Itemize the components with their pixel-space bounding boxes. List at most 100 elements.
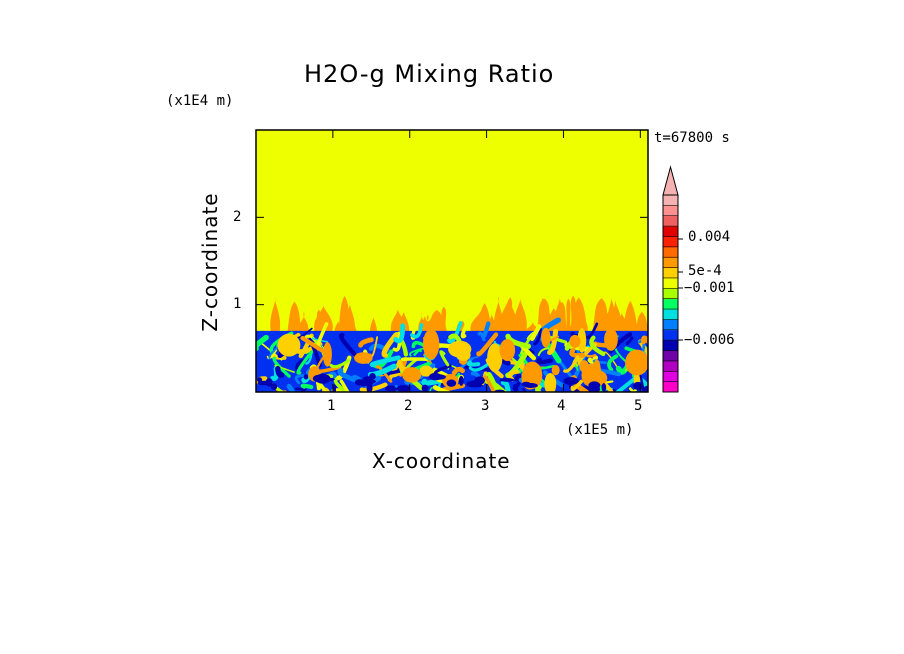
surface-patch — [513, 387, 519, 392]
filament — [563, 355, 580, 373]
x-tick-label: 4 — [557, 398, 566, 414]
filament — [625, 336, 634, 346]
filament — [522, 388, 527, 392]
colorbar-swatch — [663, 246, 678, 258]
filament — [272, 356, 291, 378]
filament — [315, 381, 328, 392]
plume — [623, 300, 638, 333]
colorbar-swatch — [663, 340, 678, 352]
surface-patch — [294, 387, 304, 391]
filament — [533, 327, 542, 346]
filament — [570, 379, 584, 392]
colorbar-swatch — [663, 195, 678, 206]
filament — [332, 383, 338, 392]
x-tick-label: 5 — [634, 398, 643, 414]
colorbar-swatch — [663, 309, 678, 320]
filament — [296, 350, 314, 375]
filament — [535, 384, 543, 392]
surface-patch — [396, 385, 411, 392]
plume — [369, 317, 378, 333]
colorbar-extend-arrow — [662, 165, 679, 196]
filament — [397, 359, 408, 372]
colorbar-tick-label: 5e-4 — [688, 263, 722, 279]
filament — [375, 365, 393, 383]
filament — [468, 361, 491, 372]
blob — [354, 352, 373, 364]
colorbar-swatch — [663, 329, 678, 341]
surface-patch — [588, 381, 601, 390]
surface-patch — [458, 375, 464, 386]
x-tick-label: 2 — [404, 398, 413, 414]
surface-patch — [563, 377, 579, 385]
filament — [369, 355, 401, 368]
plume — [427, 309, 446, 333]
plume — [556, 301, 568, 333]
blob — [322, 342, 332, 367]
filament — [483, 375, 496, 392]
colorbar-swatch — [663, 215, 678, 227]
filament — [530, 324, 542, 341]
plume — [493, 296, 503, 333]
y-scale-label: (x1E4 m) — [166, 93, 234, 109]
colorbar-tick-label: 0.004 — [688, 229, 731, 245]
filament — [339, 379, 350, 392]
filament — [604, 351, 619, 370]
filament — [329, 358, 351, 369]
filament — [589, 335, 606, 357]
filament — [569, 347, 586, 358]
colorbar-swatch — [663, 381, 678, 393]
blob — [448, 340, 472, 358]
plot-frame — [255, 129, 649, 393]
colorbar-swatch — [663, 360, 678, 372]
plume — [634, 311, 648, 333]
surface-patch — [633, 381, 644, 391]
filament — [460, 308, 476, 339]
surface-patch — [354, 379, 366, 386]
time-label: t=67800 s — [654, 130, 730, 146]
colorbar — [662, 165, 683, 393]
filament — [311, 337, 328, 343]
filament — [358, 337, 374, 348]
filament — [439, 350, 450, 367]
plume — [515, 311, 522, 333]
x-axis-title: X-coordinate — [372, 449, 511, 473]
blob — [579, 360, 589, 373]
surface-patch — [265, 378, 273, 387]
blob — [422, 328, 440, 360]
y-tick-label: 1 — [233, 296, 242, 312]
plume — [565, 298, 572, 333]
surface-patch — [369, 372, 376, 380]
surface-patch — [315, 373, 331, 384]
y-tick-label: 2 — [233, 209, 242, 225]
filament — [451, 366, 465, 376]
plume — [287, 301, 302, 333]
filament — [507, 369, 520, 382]
filament — [466, 360, 481, 367]
filament — [300, 387, 307, 392]
x-tick-label: 3 — [481, 398, 490, 414]
filament — [275, 365, 285, 378]
blob — [569, 334, 581, 348]
axis-ticks — [256, 130, 648, 392]
x-scale-label: (x1E5 m) — [566, 422, 634, 438]
filament — [537, 347, 550, 357]
field-layer — [256, 295, 648, 392]
filament — [294, 374, 307, 385]
plume — [597, 307, 608, 333]
filament — [447, 321, 463, 344]
surface-patch — [601, 383, 607, 392]
filament — [432, 385, 452, 392]
blob — [419, 365, 434, 377]
filament — [585, 353, 597, 358]
colorbar-tick-label: −0.001 — [684, 280, 735, 296]
surface-patch — [384, 387, 399, 392]
surface-patch — [270, 383, 278, 390]
filament — [410, 323, 424, 339]
blob — [625, 349, 648, 376]
filament — [429, 386, 433, 392]
plume — [345, 304, 354, 333]
surface-patch — [429, 372, 442, 381]
chart-title: H2O-g Mixing Ratio — [304, 60, 555, 88]
blob — [402, 367, 422, 383]
